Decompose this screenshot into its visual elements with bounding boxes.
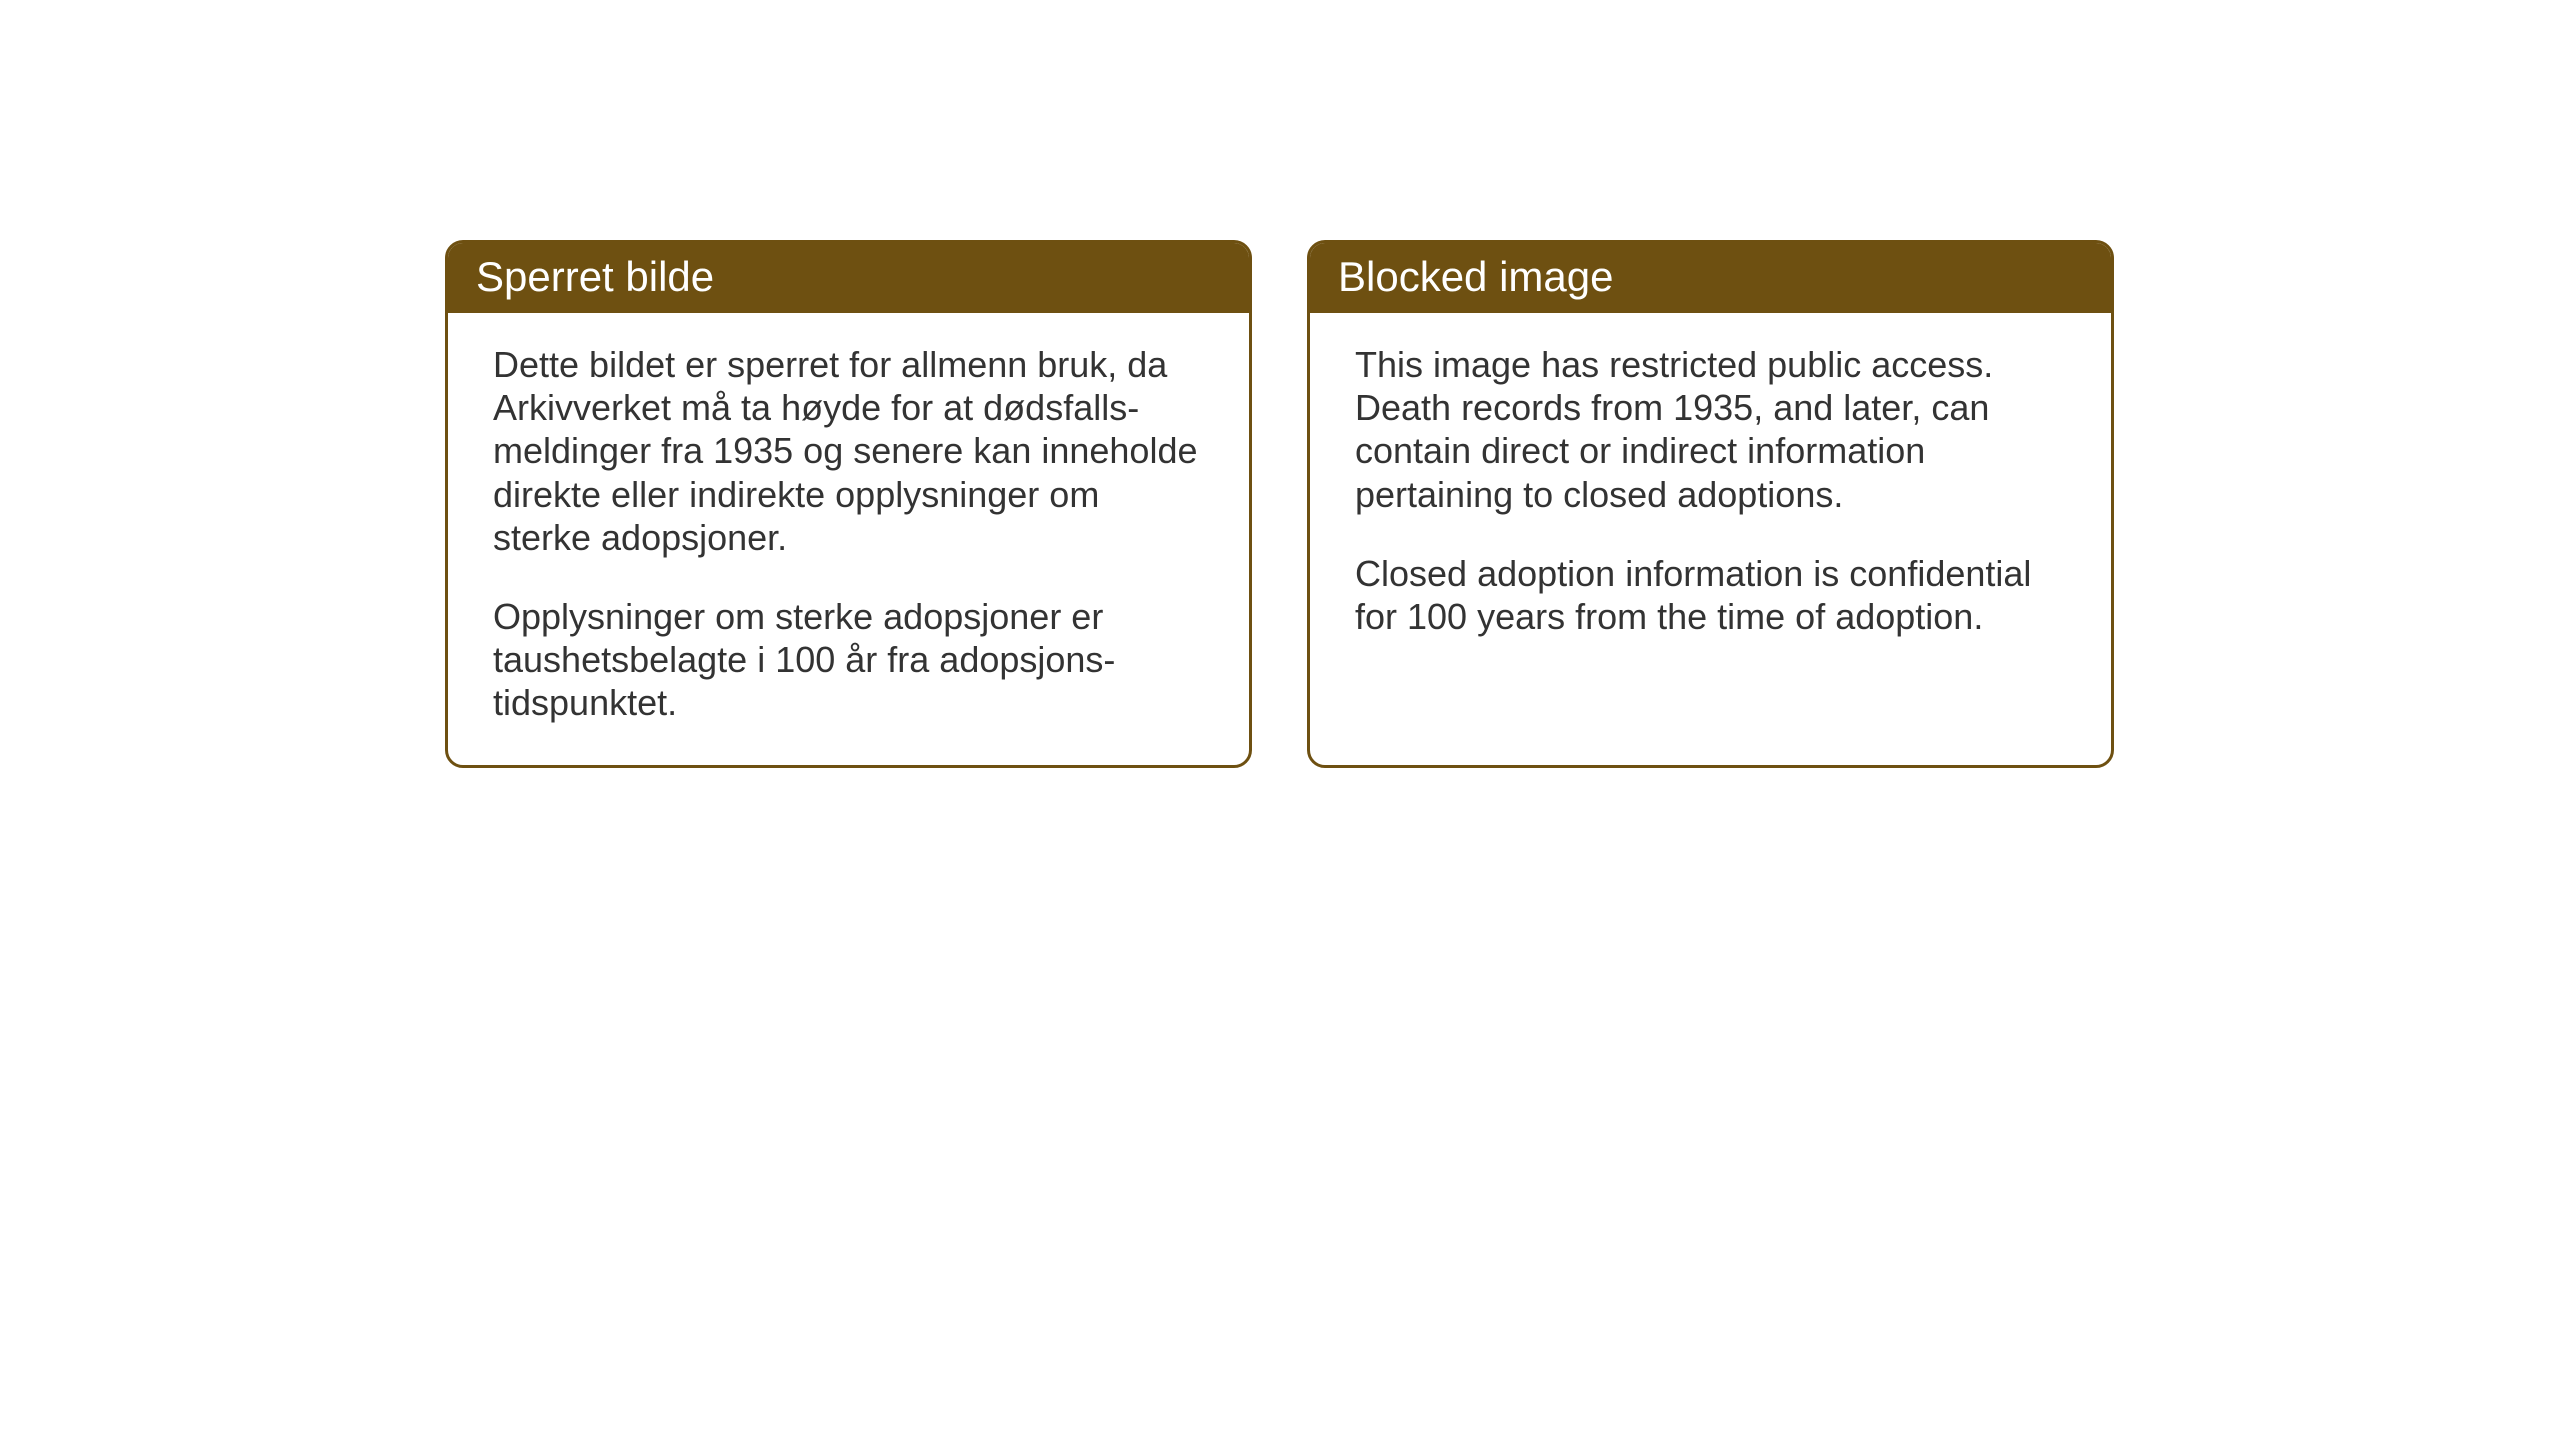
- card-body-english: This image has restricted public access.…: [1310, 313, 2111, 716]
- card-header-english: Blocked image: [1310, 243, 2111, 313]
- card-paragraph-english-1: This image has restricted public access.…: [1355, 343, 2066, 516]
- notice-card-english: Blocked image This image has restricted …: [1307, 240, 2114, 768]
- card-paragraph-english-2: Closed adoption information is confident…: [1355, 552, 2066, 638]
- card-paragraph-norwegian-2: Opplysninger om sterke adopsjoner er tau…: [493, 595, 1204, 725]
- card-body-norwegian: Dette bildet er sperret for allmenn bruk…: [448, 313, 1249, 765]
- card-paragraph-norwegian-1: Dette bildet er sperret for allmenn bruk…: [493, 343, 1204, 559]
- notice-container: Sperret bilde Dette bildet er sperret fo…: [445, 240, 2114, 768]
- card-header-norwegian: Sperret bilde: [448, 243, 1249, 313]
- notice-card-norwegian: Sperret bilde Dette bildet er sperret fo…: [445, 240, 1252, 768]
- card-title-english: Blocked image: [1338, 253, 1613, 300]
- card-title-norwegian: Sperret bilde: [476, 253, 714, 300]
